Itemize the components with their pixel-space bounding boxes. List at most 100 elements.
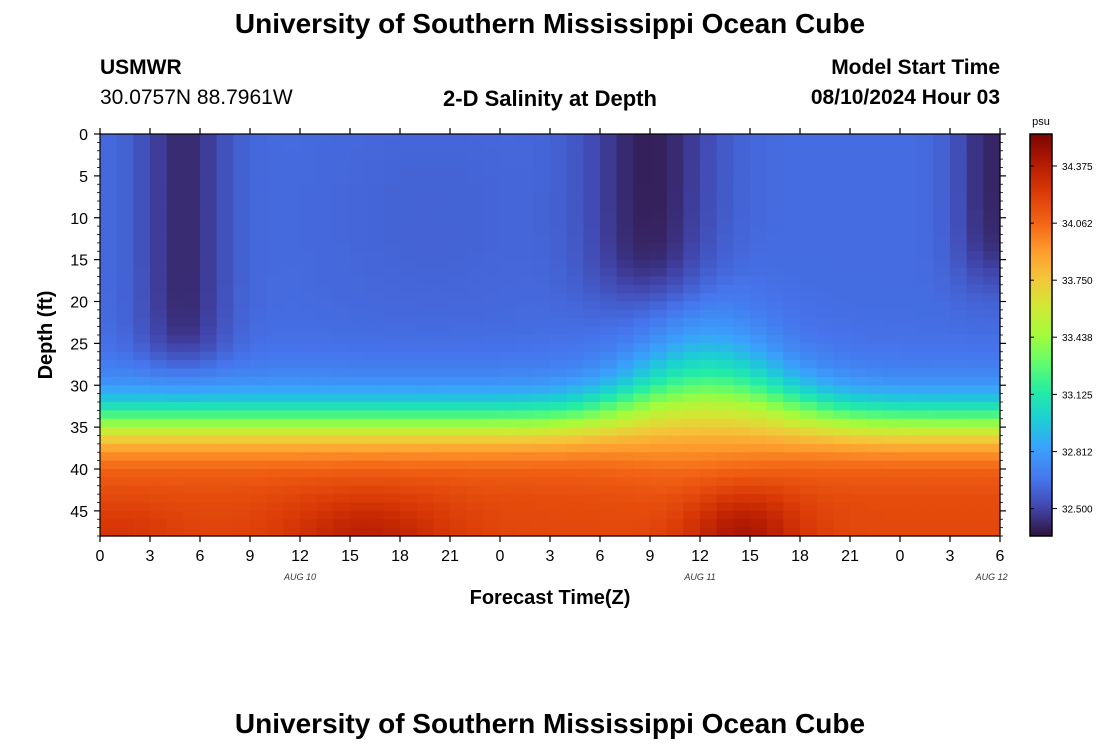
heatmap-cell [916, 376, 934, 386]
heatmap-cell [333, 134, 351, 143]
heatmap-cell [333, 427, 351, 437]
heatmap-cell [516, 192, 534, 202]
heatmap-cell [383, 251, 401, 261]
heatmap-cell [216, 318, 234, 328]
heatmap-cell [400, 309, 418, 319]
heatmap-cell [216, 259, 234, 269]
heatmap-cell [183, 485, 201, 495]
heatmap-cell [466, 217, 484, 227]
heatmap-cell [416, 284, 434, 294]
heatmap-cell [816, 167, 834, 177]
heatmap-cell [133, 326, 151, 336]
heatmap-cell [166, 175, 184, 185]
heatmap-cell [466, 435, 484, 445]
date-label: AUG 12 [975, 572, 1008, 582]
heatmap-cell [216, 159, 234, 169]
heatmap-cell [466, 159, 484, 169]
heatmap-cell [816, 393, 834, 403]
heatmap-cell [966, 485, 984, 495]
heatmap-cell [483, 443, 501, 453]
heatmap-cell [683, 242, 701, 252]
heatmap-cell [566, 452, 584, 462]
heatmap-cell [100, 276, 118, 286]
heatmap-cell [966, 251, 984, 261]
heatmap-cell [283, 318, 301, 328]
heatmap-cell [266, 343, 284, 353]
heatmap-cell [383, 485, 401, 495]
heatmap-cell [600, 259, 618, 269]
heatmap-cell [766, 510, 784, 520]
heatmap-cell [700, 217, 718, 227]
heatmap-cell [283, 242, 301, 252]
x-axis-label: Forecast Time(Z) [470, 587, 631, 609]
heatmap-cell [583, 175, 601, 185]
heatmap-cell [533, 242, 551, 252]
heatmap-cell [916, 385, 934, 395]
heatmap-cell [100, 293, 118, 303]
heatmap-cell [616, 150, 634, 160]
heatmap-cell [783, 259, 801, 269]
heatmap-cell [183, 385, 201, 395]
heatmap-cell [316, 150, 334, 160]
heatmap-cell [416, 443, 434, 453]
heatmap-cell [250, 410, 268, 420]
heatmap-cell [800, 435, 818, 445]
heatmap-cell [733, 376, 751, 386]
heatmap-cell [583, 494, 601, 504]
heatmap-cell [166, 209, 184, 219]
heatmap-cell [333, 251, 351, 261]
heatmap-cell [316, 326, 334, 336]
heatmap-cell [166, 427, 184, 437]
heatmap-cell [266, 217, 284, 227]
heatmap-cell [750, 385, 768, 395]
heatmap-cell [633, 469, 651, 478]
heatmap-cell [733, 326, 751, 336]
heatmap-cell [683, 519, 701, 529]
heatmap-cell [633, 527, 651, 537]
heatmap-cell [616, 201, 634, 210]
heatmap-cell [450, 318, 468, 328]
heatmap-cell [816, 494, 834, 504]
heatmap-cell [250, 427, 268, 437]
heatmap-cell [716, 209, 734, 219]
heatmap-cell [816, 192, 834, 202]
heatmap-cell [883, 268, 901, 277]
heatmap-cell [200, 393, 218, 403]
heatmap-cell [316, 519, 334, 529]
heatmap-cell [516, 209, 534, 219]
heatmap-cell [166, 226, 184, 236]
heatmap-cell [316, 502, 334, 512]
heatmap-cell [566, 469, 584, 478]
heatmap-cell [366, 527, 384, 537]
heatmap-cell [733, 259, 751, 269]
heatmap-cell [516, 184, 534, 194]
heatmap-cell [883, 217, 901, 227]
heatmap-cell [950, 284, 968, 294]
heatmap-cell [866, 477, 884, 487]
heatmap-cell [200, 351, 218, 361]
heatmap-cell [566, 293, 584, 303]
heatmap-cell [983, 276, 1001, 286]
heatmap-cell [266, 293, 284, 303]
heatmap-cell [783, 393, 801, 403]
heatmap-cell [983, 251, 1001, 261]
plot-title: 2-D Salinity at Depth [443, 86, 657, 111]
heatmap-cell [216, 217, 234, 227]
date-label: AUG 10 [283, 572, 316, 582]
heatmap-cell [300, 452, 318, 462]
heatmap-cell [716, 309, 734, 319]
heatmap-cell [316, 402, 334, 411]
heatmap-cell [783, 335, 801, 344]
heatmap-cell [433, 335, 451, 344]
heatmap-cell [500, 393, 518, 403]
heatmap-cell [583, 385, 601, 395]
heatmap-cell [833, 293, 851, 303]
heatmap-cell [100, 376, 118, 386]
heatmap-cell [283, 301, 301, 311]
heatmap-cell [466, 385, 484, 395]
heatmap-cell [350, 301, 368, 311]
heatmap-cell [900, 477, 918, 487]
heatmap-cell [466, 360, 484, 370]
heatmap-cell [433, 510, 451, 520]
heatmap-cell [933, 418, 951, 428]
